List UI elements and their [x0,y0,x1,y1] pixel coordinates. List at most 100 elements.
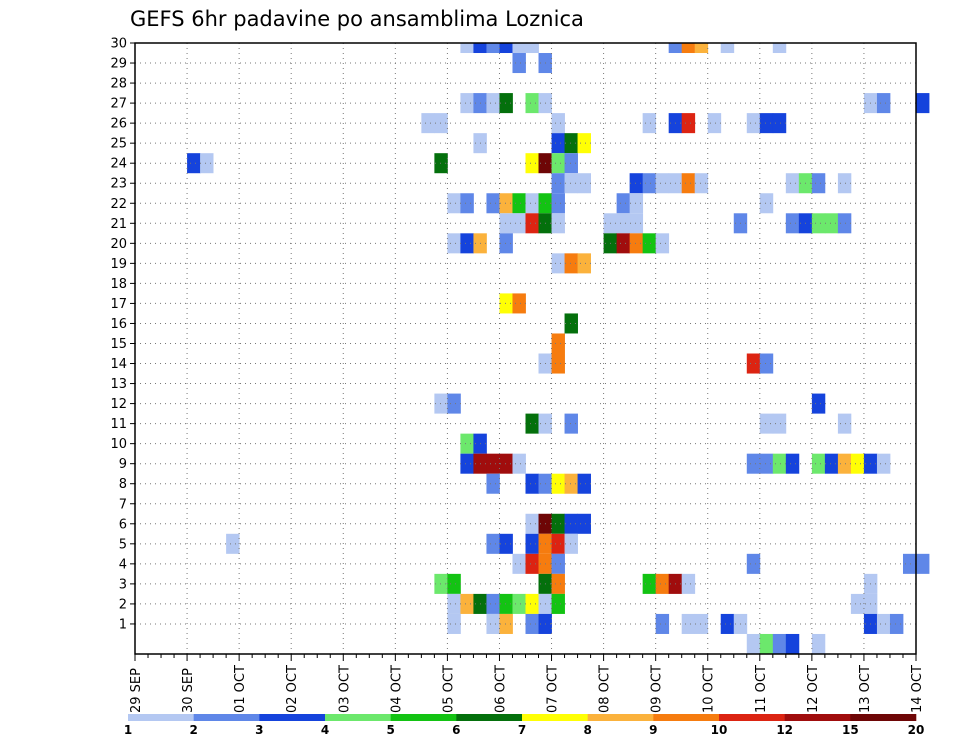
heatmap-cell [564,413,578,434]
heatmap-cell [499,293,513,314]
heatmap-cell [551,573,565,594]
heatmap-cell [551,513,565,534]
y-tick-label: 6 [119,517,127,532]
heatmap-cell [720,613,735,634]
heatmap-cell [486,43,500,54]
heatmap-cell [785,173,800,194]
heatmap-cell [486,613,500,634]
x-tick-label: 14 OCT [910,665,925,713]
heatmap-cell [629,213,644,234]
heatmap-cell [655,613,670,634]
heatmap-cell [499,613,513,634]
y-tick-label: 8 [119,477,127,492]
heatmap-cell [525,613,539,634]
heatmap-cell [876,453,891,474]
heatmap-cell [460,233,474,254]
heatmap-cell [525,513,539,534]
heatmap-cell [616,213,631,234]
heatmap-cell [486,193,500,214]
heatmap-cell [616,193,631,214]
x-tick-label: 03 OCT [337,665,352,713]
x-tick-label: 06 OCT [493,665,508,713]
x-tick-label: 08 OCT [598,665,613,713]
heatmap-cell [187,153,201,174]
heatmap-cell [811,393,826,414]
y-tick-label: 3 [119,577,127,592]
y-tick-label: 23 [110,177,127,192]
heatmap-cell [551,173,565,194]
y-tick-label: 2 [119,597,127,612]
heatmap-cell [525,593,539,614]
legend-swatch [259,714,326,721]
heatmap-cell [551,113,565,134]
heatmap-cell [486,533,500,554]
heatmap-cell [512,293,526,314]
legend-label: 9 [649,723,657,737]
legend-swatch [522,714,588,721]
x-tick-label: 04 OCT [389,665,404,713]
legend-label: 20 [908,723,925,737]
heatmap-cell [564,473,578,494]
heatmap-cell [746,353,761,374]
y-tick-label: 12 [110,397,127,412]
heatmap-cell [694,43,709,54]
heatmap-cell [200,153,214,174]
y-tick-label: 24 [110,157,127,172]
heatmap-cell [512,53,526,74]
heatmap-cell [577,253,591,274]
heatmap-cell [629,193,644,214]
heatmap-cell [512,553,526,574]
y-tick-label: 17 [110,297,127,312]
heatmap-cell [785,453,800,474]
heatmap-cell [460,593,474,614]
x-axis: 29 SEP 30 SEP 01 OCT 02 OCT 03 OCT 04 OCT 05 O… [129,654,925,713]
heatmap-cell [811,173,826,194]
heatmap-cell [655,573,670,594]
heatmap-cell [681,113,696,134]
y-tick-label: 7 [119,497,127,512]
heatmap-cell [564,313,578,334]
x-tick-label: 02 OCT [285,665,300,713]
heatmap-cell [551,353,565,374]
y-tick-label: 22 [110,197,127,212]
heatmap-cell [642,113,657,134]
heatmap-cell [564,133,578,154]
heatmap-cell [785,633,800,654]
x-tick-label: 01 OCT [233,665,248,713]
legend-swatch [719,714,785,721]
heatmap-cell [707,113,722,134]
y-tick-label: 5 [119,537,127,552]
heatmap-cell [759,413,774,434]
heatmap-cell [681,173,696,194]
heatmap-cell [824,213,839,234]
y-tick-label: 11 [110,417,127,432]
heatmap-cell [564,533,578,554]
heatmap-cell [499,593,513,614]
y-tick-label: 13 [110,377,127,392]
heatmap-cell [460,93,474,114]
heatmap-cell [577,133,591,154]
heatmap-cell [499,533,513,554]
heatmap-cell [447,593,461,614]
legend-swatch [193,714,260,721]
legend-label: 7 [518,723,526,737]
y-tick-label: 14 [110,357,127,372]
heatmap-cell [434,153,448,174]
heatmap-cell [525,153,539,174]
heatmap-cell [616,233,631,254]
x-tick-label: 05 OCT [441,665,456,713]
heatmap-cell [525,473,539,494]
y-tick-label: 18 [110,277,127,292]
x-tick-label: 11 OCT [754,665,769,713]
heatmap-cell [460,193,474,214]
heatmap-cell [916,93,930,114]
heatmap-cell [525,413,539,434]
heatmap-cell [759,633,774,654]
y-tick-label: 27 [110,97,127,112]
heatmap-cell [551,193,565,214]
heatmap-cell [525,213,539,234]
heatmap-cell [551,553,565,574]
legend-label: 1 [124,723,132,737]
legend-label: 5 [386,723,394,737]
